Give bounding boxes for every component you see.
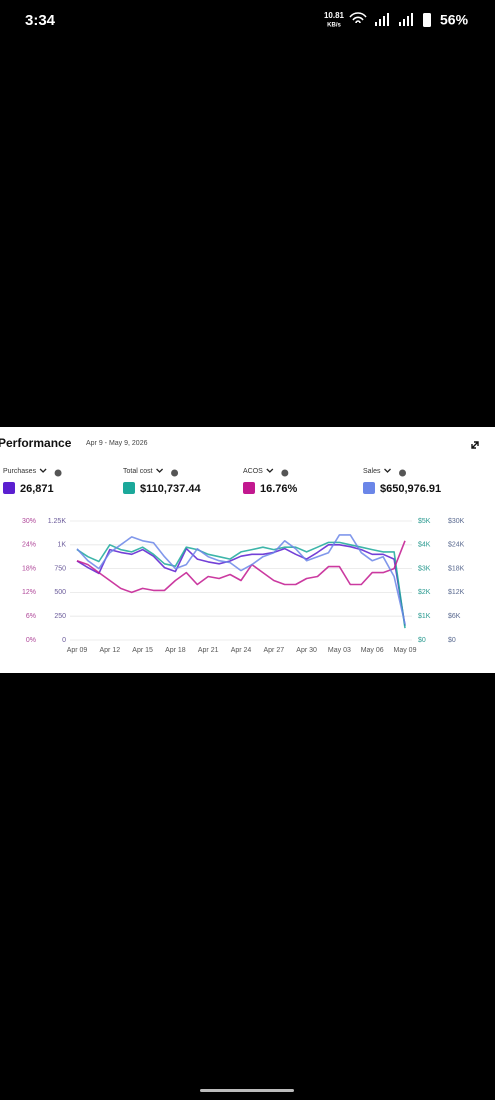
y-tick-label: $6K xyxy=(448,613,461,620)
dropdown-chevron[interactable] xyxy=(39,468,47,473)
dropdown-chevron[interactable] xyxy=(266,468,274,473)
metric-value: $650,976.91 xyxy=(380,483,441,495)
battery-icon xyxy=(423,13,431,27)
y-tick-label: $12K xyxy=(448,589,465,596)
x-tick-label: Apr 30 xyxy=(296,647,317,654)
chart-subtitle: Apr 9 - May 9, 2026 xyxy=(86,440,148,447)
y-tick-label: $0 xyxy=(448,637,456,644)
info-icon[interactable] xyxy=(54,469,62,477)
y-tick-label: 30% xyxy=(22,518,36,525)
y-tick-label: $5K xyxy=(418,518,431,525)
signal-icon-2 xyxy=(399,13,413,26)
expand-button[interactable] xyxy=(471,441,479,449)
chart-title: Performance xyxy=(0,436,72,450)
y-tick-label: 250 xyxy=(54,613,66,620)
net-unit: KB/s xyxy=(327,23,341,29)
y-tick-label: 0 xyxy=(62,637,66,644)
y-tick-label: 18% xyxy=(22,565,36,572)
y-tick-label: $2K xyxy=(418,589,431,596)
y-tick-label: 1K xyxy=(57,542,66,549)
x-tick-label: May 09 xyxy=(394,647,417,654)
y-tick-label: $1K xyxy=(418,613,431,620)
battery-level: 56% xyxy=(440,12,469,28)
y-tick-label: $3K xyxy=(418,565,431,572)
x-tick-label: Apr 09 xyxy=(67,647,88,654)
legend-swatch xyxy=(243,482,255,494)
metric-label[interactable]: ACOS xyxy=(243,468,263,475)
legend-swatch xyxy=(3,482,15,494)
x-tick-label: May 03 xyxy=(328,647,351,654)
y-tick-label: 1.25K xyxy=(48,518,67,525)
metric-value: 16.76% xyxy=(260,483,298,495)
x-tick-label: Apr 18 xyxy=(165,647,186,654)
clock: 3:34 xyxy=(25,12,56,29)
signal-icon xyxy=(375,13,389,26)
y-tick-label: 6% xyxy=(26,613,36,620)
wifi-icon xyxy=(349,12,367,24)
info-icon[interactable] xyxy=(399,469,407,477)
y-tick-label: 0% xyxy=(26,637,36,644)
x-tick-label: May 06 xyxy=(361,647,384,654)
x-tick-label: Apr 21 xyxy=(198,647,219,654)
metric-label[interactable]: Sales xyxy=(363,468,381,475)
x-tick-label: Apr 27 xyxy=(263,647,284,654)
y-tick-label: 24% xyxy=(22,542,36,549)
legend-swatch xyxy=(123,482,135,494)
info-icon[interactable] xyxy=(281,469,289,477)
x-tick-label: Apr 12 xyxy=(99,647,120,654)
y-tick-label: 12% xyxy=(22,589,36,596)
y-tick-label: $30K xyxy=(448,518,465,525)
dropdown-chevron[interactable] xyxy=(156,468,164,473)
y-tick-label: $24K xyxy=(448,542,465,549)
info-icon[interactable] xyxy=(171,469,179,477)
series-line xyxy=(76,534,406,625)
metric-label[interactable]: Total cost xyxy=(123,468,153,475)
nav-bar xyxy=(200,1089,294,1092)
series-line xyxy=(76,544,406,626)
x-tick-label: Apr 24 xyxy=(231,647,252,654)
x-tick-label: Apr 15 xyxy=(132,647,153,654)
legend-swatch xyxy=(363,482,375,494)
series-line xyxy=(76,540,406,594)
metric-label[interactable]: Purchases xyxy=(3,468,37,475)
y-tick-label: $0 xyxy=(418,637,426,644)
y-tick-label: 500 xyxy=(54,589,66,596)
y-tick-label: $4K xyxy=(418,542,431,549)
series-line xyxy=(76,541,406,629)
metric-value: $110,737.44 xyxy=(140,483,201,495)
dropdown-chevron[interactable] xyxy=(384,468,391,473)
y-tick-label: 750 xyxy=(54,565,66,572)
y-tick-label: $18K xyxy=(448,565,465,572)
net-speed: 10.81 xyxy=(324,11,345,20)
metric-value: 26,871 xyxy=(20,483,54,495)
